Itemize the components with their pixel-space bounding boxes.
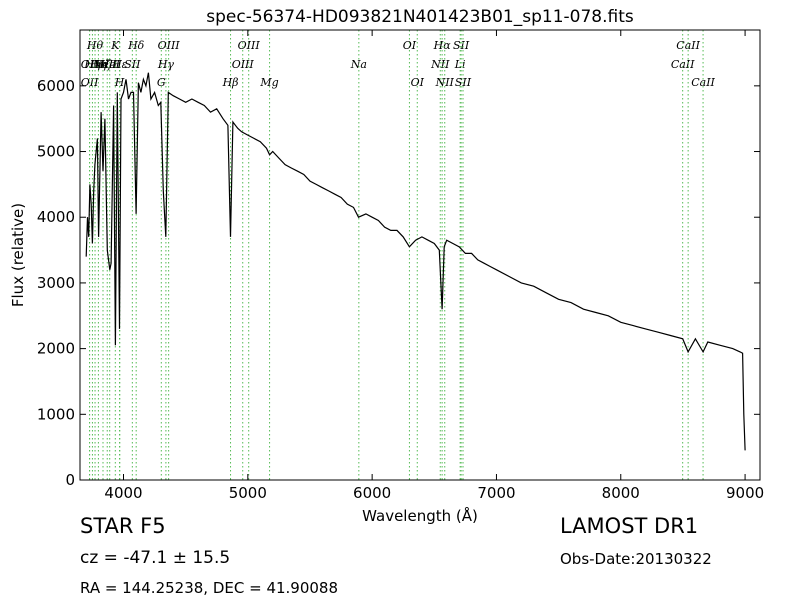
ra-dec: RA = 144.25238, DEC = 41.90088 — [80, 579, 339, 597]
survey-name: LAMOST DR1 — [560, 514, 699, 538]
line-marker-label: OII — [81, 58, 99, 71]
line-marker-label: H — [114, 76, 125, 89]
x-axis-label: Wavelength (Å) — [362, 506, 478, 525]
line-marker-label: Na — [350, 58, 367, 71]
y-tick-label: 6000 — [37, 77, 75, 95]
line-marker-label: CaII — [671, 58, 695, 71]
line-marker-label: OIII — [232, 58, 255, 71]
line-marker-label: SII — [124, 58, 141, 71]
x-tick-label: 9000 — [726, 484, 764, 502]
line-marker-label: OI — [403, 39, 417, 52]
line-marker-label: SII — [453, 39, 470, 52]
x-tick-label: 7000 — [477, 484, 515, 502]
line-marker-label: K — [110, 39, 120, 52]
line-marker-label: Li — [454, 58, 466, 71]
x-axis-ticks: 4000 5000 6000 7000 8000 9000 — [104, 30, 764, 502]
line-marker-label: Hε — [111, 58, 128, 71]
x-tick-label: 5000 — [229, 484, 267, 502]
y-tick-label: 1000 — [37, 405, 75, 423]
y-axis-label: Flux (relative) — [9, 203, 27, 307]
line-marker-label: CaII — [676, 39, 700, 52]
object-class: STAR F5 — [80, 514, 166, 538]
spectrum-line — [85, 72, 746, 451]
line-marker-label: OIII — [238, 39, 261, 52]
y-tick-label: 0 — [65, 471, 75, 489]
chart-title: spec-56374-HD093821N401423B01_sp11-078.f… — [206, 7, 634, 27]
y-tick-label: 5000 — [37, 143, 75, 161]
y-tick-label: 2000 — [37, 340, 75, 358]
line-marker-label: HeI — [98, 58, 120, 71]
line-marker-label: NII — [430, 58, 450, 71]
x-tick-label: 8000 — [602, 484, 640, 502]
redshift-cz: cz = -47.1 ± 15.5 — [80, 548, 231, 568]
line-marker-label: Mg — [259, 76, 278, 89]
line-marker-label: G — [157, 76, 166, 89]
line-marker-label: OII — [81, 76, 99, 89]
line-marker-label: Hδ — [127, 39, 145, 52]
line-marker-label: Hζ — [94, 58, 112, 71]
line-marker-label: NII — [435, 76, 455, 89]
line-marker-label: Hη — [83, 58, 101, 71]
line-marker-label: Hθ — [86, 39, 104, 52]
line-marker-label: NeIII — [92, 58, 123, 71]
y-tick-label: 4000 — [37, 208, 75, 226]
x-tick-label: 6000 — [353, 484, 391, 502]
y-tick-label: 3000 — [37, 274, 75, 292]
line-marker-label: Hα — [433, 39, 452, 52]
y-axis-ticks: 0 1000 2000 3000 4000 5000 6000 — [37, 77, 760, 489]
line-marker-label: CaII — [691, 76, 715, 89]
plot-frame — [79, 29, 761, 481]
line-marker-label: Hγ — [157, 58, 175, 71]
line-marker-label: Hη — [89, 58, 107, 71]
line-marker-label: OIII — [158, 39, 181, 52]
line-marker-label: Hβ — [222, 76, 239, 89]
line-marker-label: OI — [411, 76, 425, 89]
x-tick-label: 4000 — [104, 484, 142, 502]
line-marker-label: SII — [455, 76, 472, 89]
observation-date: Obs-Date:20130322 — [560, 550, 712, 568]
